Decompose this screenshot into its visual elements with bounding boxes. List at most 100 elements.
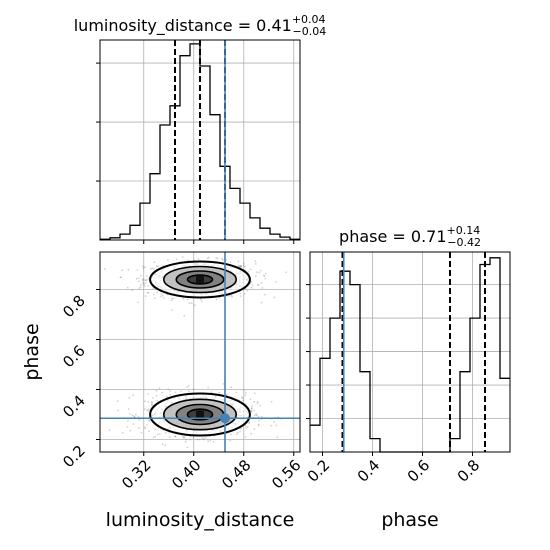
scatter-point-mode-1 [144,282,147,284]
scatter-point-mode-2 [167,388,170,391]
x-tick-label-phase-0.2: 0.2 [304,456,334,486]
scatter-point-mode-2 [148,420,151,422]
scatter-point-mode-1 [157,265,159,268]
panel-frames-layer [99,39,511,453]
scatter-point-mode-1 [119,276,122,279]
scatter-point-mode-1 [249,268,252,271]
scatter-point-mode-2 [192,388,195,391]
scatter-point-mode-2 [230,386,233,389]
scatter-point-mode-1 [142,267,145,270]
scatter-point-mode-1 [237,260,240,263]
scatter-point-mode-2 [202,438,205,440]
scatter-point-mode-1 [171,309,173,311]
scatter-point-mode-1 [264,293,266,296]
scatter-point-mode-1 [172,297,175,300]
scatter-point-mode-1 [242,264,245,267]
scatter-point-mode-1 [285,271,288,274]
scatter-point-mode-1 [141,279,144,282]
scatter-point-mode-2 [212,441,215,443]
scatter-point-mode-1 [264,277,267,280]
y-axis-label-left: phase [21,323,43,380]
scatter-point-mode-2 [132,423,135,425]
scatter-point-mode-1 [139,274,142,277]
scatter-point-mode-1 [137,277,140,280]
scatter-point-mode-2 [174,435,177,438]
scatter-point-mode-2 [137,415,140,418]
scatter-point-mode-2 [244,424,247,427]
scatter-point-mode-1 [183,314,186,317]
scatter-point-mode-2 [151,401,154,404]
scatter-point-mode-1 [250,280,253,283]
scatter-point-mode-1 [171,297,173,300]
scatter-point-mode-2 [147,393,150,395]
scatter-point-mode-2 [210,391,213,394]
scatter-point-mode-2 [260,415,263,418]
scatter-point-mode-2 [126,426,129,428]
scatter-point-mode-1 [218,296,221,299]
scatter-point-mode-1 [273,296,276,299]
density-peak-mode-1 [196,275,204,284]
scatter-point-mode-1 [186,298,189,301]
scatter-point-mode-2 [166,395,168,398]
scatter-point-mode-1 [229,261,232,264]
scatter-point-mode-1 [193,304,196,307]
scatter-point-mode-1 [175,258,178,261]
scatter-point-mode-2 [256,401,259,403]
scatter-point-mode-2 [169,394,172,396]
scatter-point-mode-2 [201,437,203,439]
scatter-point-mode-1 [230,294,233,297]
scatter-point-mode-1 [146,279,148,281]
scatter-point-mode-2 [147,410,150,412]
y-tick-label-phase-0.4: 0.4 [59,392,89,422]
scatter-point-mode-2 [225,393,228,396]
scatter-point-mode-2 [155,390,158,392]
scatter-point-mode-1 [142,278,145,280]
scatter-point-mode-1 [221,257,224,260]
scatter-point-mode-1 [188,302,191,305]
scatter-point-mode-2 [135,413,137,416]
scatter-point-mode-2 [131,414,134,417]
scatter-point-mode-2 [229,439,232,442]
scatter-point-mode-2 [121,431,124,434]
scatter-point-mode-2 [179,390,182,393]
scatter-point-mode-1 [260,301,263,304]
scatter-point-mode-2 [256,414,258,417]
scatter-point-mode-1 [120,276,122,279]
scatter-point-mode-2 [250,409,253,412]
scatter-point-mode-1 [200,300,203,303]
scatter-point-mode-2 [253,414,256,417]
scatter-point-mode-1 [261,287,264,289]
scatter-point-mode-1 [138,280,140,283]
scatter-point-mode-2 [244,392,247,394]
scatter-point-mode-2 [116,400,119,402]
scatter-point-mode-2 [239,430,241,433]
luminosity-distance-hist-frame [99,39,301,241]
joint-frame [99,251,301,453]
scatter-point-mode-2 [244,436,247,438]
scatter-point-mode-1 [254,262,257,265]
scatter-point-mode-1 [104,268,106,270]
scatter-point-mode-2 [128,396,131,399]
scatter-point-mode-2 [164,432,167,434]
scatter-point-mode-1 [152,293,155,296]
scatter-point-mode-2 [154,428,157,431]
scatter-point-mode-2 [250,407,253,410]
scatter-point-mode-2 [259,404,262,407]
scatter-point-mode-1 [247,270,250,273]
scatter-point-mode-2 [222,383,225,385]
x-axis-label-left: luminosity_distance [106,509,295,531]
scatter-point-mode-2 [203,438,205,441]
scatter-point-mode-1 [161,294,164,297]
scatter-point-mode-2 [218,391,221,394]
scatter-point-mode-1 [216,257,219,260]
scatter-point-mode-1 [137,301,140,304]
scatter-point-mode-2 [243,389,246,392]
scatter-point-mode-2 [168,436,171,439]
scatter-point-mode-2 [187,385,190,387]
scatter-point-mode-2 [257,415,260,418]
x-axis-label-right: phase [381,509,438,531]
scatter-point-mode-2 [258,419,261,422]
scatter-point-mode-2 [144,426,147,429]
scatter-point-mode-1 [256,271,258,273]
